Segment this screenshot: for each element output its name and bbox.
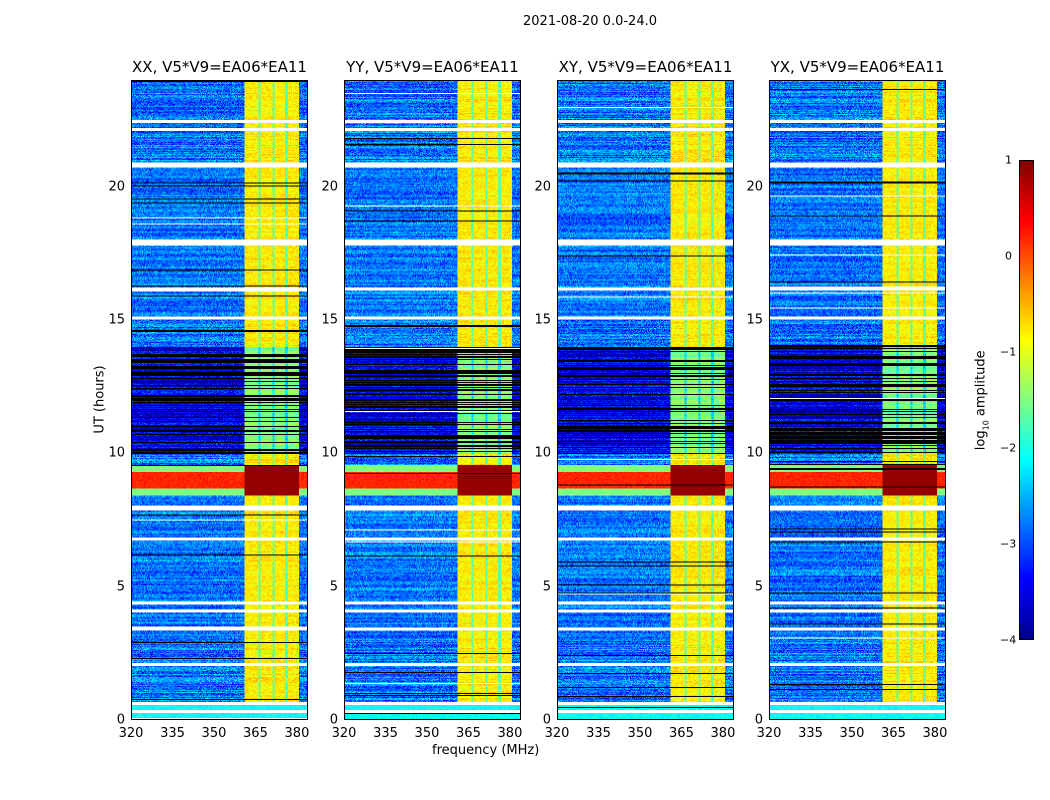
y-tick-label: 5	[542, 579, 551, 595]
figure-title: 2021-08-20 0.0-24.0	[523, 14, 657, 29]
panel-title: XX, V5*V9=EA06*EA11	[132, 58, 307, 76]
colorbar-tick-label: 1	[1005, 153, 1012, 167]
y-tick-label: 10	[321, 445, 338, 461]
y-tick-label: 15	[534, 312, 551, 328]
y-tick-label: 20	[108, 179, 125, 195]
x-tick-label: 335	[586, 726, 611, 741]
spectrogram-heatmap	[557, 80, 734, 720]
y-tick-label: 15	[108, 312, 125, 328]
colorbar-tick-label: −3	[1000, 537, 1017, 551]
x-tick-label: 320	[331, 726, 357, 741]
spectrogram-heatmap	[131, 80, 308, 720]
x-tick-label: 365	[456, 726, 481, 741]
x-tick-label: 380	[922, 726, 948, 741]
panel-4: YX, V5*V9=EA06*EA11 320 335 350 365 380 0 5 10 15…	[746, 58, 947, 741]
y-tick-label: 0	[754, 712, 763, 728]
x-tick-label: 365	[243, 726, 268, 741]
x-axis-label: frequency (MHz)	[432, 743, 540, 758]
panel-3: XY, V5*V9=EA06*EA11 320 335 350 365 380 0 5 10 15…	[534, 58, 735, 741]
panel-1: XX, V5*V9=EA06*EA11 320 335 350 365 380 0 5 10 15…	[108, 58, 309, 741]
colorbar-label: log10 amplitude	[973, 350, 991, 451]
colorbar-tick-label: 0	[1005, 249, 1012, 263]
x-tick-label: 380	[284, 726, 310, 741]
x-tick-label: 320	[756, 726, 782, 741]
x-tick-label: 365	[881, 726, 906, 741]
colorbar-tick-label: −2	[1000, 441, 1017, 455]
colorbar-tick-label: −1	[1000, 345, 1017, 359]
y-tick-label: 20	[534, 179, 551, 195]
y-tick-label: 10	[746, 445, 763, 461]
y-tick-label: 20	[321, 179, 338, 195]
y-axis-label: UT (hours)	[92, 365, 108, 434]
y-tick-label: 5	[754, 579, 763, 595]
x-tick-label: 350	[627, 726, 653, 741]
y-tick-label: 10	[534, 445, 551, 461]
x-tick-label: 350	[414, 726, 440, 741]
y-tick-label: 15	[746, 312, 763, 328]
x-tick-label: 320	[544, 726, 570, 741]
x-tick-label: 335	[798, 726, 823, 741]
spectrogram-heatmap	[344, 80, 521, 720]
x-tick-label: 335	[373, 726, 398, 741]
x-tick-label: 350	[839, 726, 865, 741]
x-tick-label: 350	[201, 726, 227, 741]
y-tick-label: 0	[116, 712, 125, 728]
spectrogram-heatmap	[769, 80, 946, 720]
y-tick-label: 5	[116, 579, 125, 595]
panel-2: YY, V5*V9=EA06*EA11 320 335 350 365 380 0 5 10 15…	[321, 58, 522, 741]
y-tick-label: 20	[746, 179, 763, 195]
x-tick-label: 365	[669, 726, 694, 741]
colorbar	[1019, 160, 1034, 640]
y-tick-label: 0	[329, 712, 338, 728]
x-tick-label: 380	[710, 726, 736, 741]
panel-title: YX, V5*V9=EA06*EA11	[770, 58, 945, 76]
x-tick-label: 320	[118, 726, 144, 741]
y-tick-label: 10	[108, 445, 125, 461]
x-tick-label: 380	[497, 726, 523, 741]
y-tick-label: 15	[321, 312, 338, 328]
y-tick-label: 5	[329, 579, 338, 595]
panel-title: XY, V5*V9=EA06*EA11	[558, 58, 733, 76]
y-tick-label: 0	[542, 712, 551, 728]
colorbar-tick-label: −4	[1000, 633, 1017, 647]
x-tick-label: 335	[160, 726, 185, 741]
panel-title: YY, V5*V9=EA06*EA11	[346, 58, 519, 76]
